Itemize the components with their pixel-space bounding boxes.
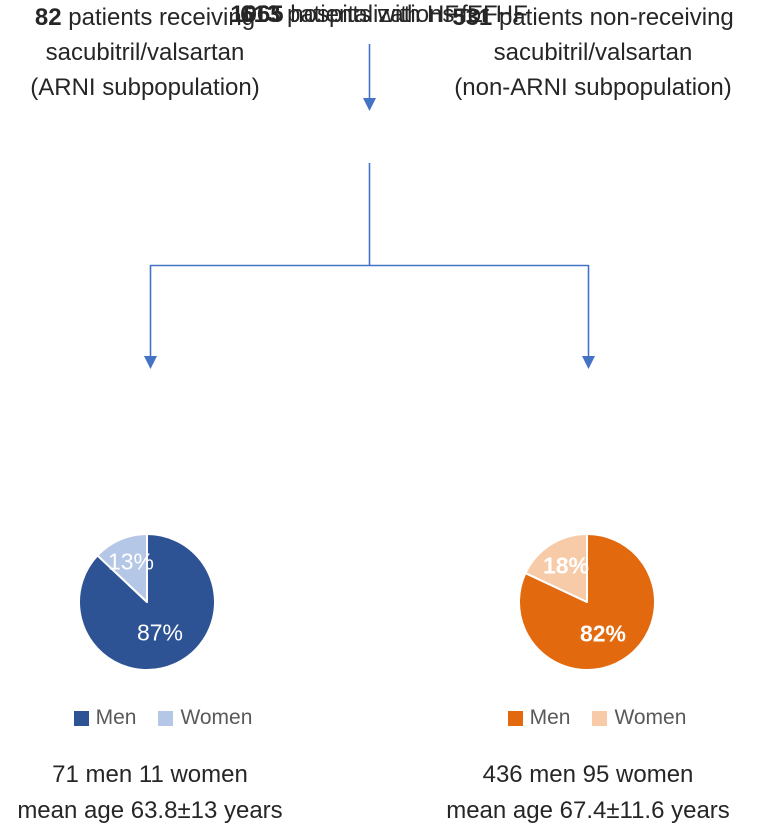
men-blue-swatch [73, 710, 89, 726]
arni-stats-counts: 71 men 11 women [52, 761, 248, 788]
non-arni-slice-label-women: 18% [542, 552, 590, 579]
non-arni-branch-line3: (non-ARNI subpopulation) [454, 74, 732, 101]
non-arni-pie-legend: Men Women [434, 704, 758, 732]
non-arni-legend-label-women: Women [614, 706, 687, 729]
arni-line1-rest: patients receiving [61, 4, 256, 31]
arni-slice-label-women: 13% [107, 548, 155, 575]
non-arni-branch-line1: 531 patients non-receiving [428, 0, 758, 35]
hfref-label: patients with HFrEF [280, 1, 498, 28]
non-arni-legend-label-men: Men [529, 706, 571, 729]
non-arni-legend-item-men: Men [507, 706, 571, 730]
non-arni-legend-item-women: Women [592, 706, 686, 730]
hospitalizations-label: hospitalizations for HF [283, 1, 528, 28]
arni-branch-label: 82 patients receiving sacubitril/valsart… [0, 0, 290, 105]
non-arni-stats-counts: 436 men 95 women [482, 761, 694, 788]
non-arni-count: 531 [452, 4, 493, 31]
non-arni-stats: 436 men 95 women mean age 67.4±11.6 year… [424, 757, 752, 829]
non-arni-stats-age: mean age 67.4±11.6 years [446, 797, 730, 824]
non-arni-pie-chart: 82% 18% [517, 532, 657, 672]
pie-slice-women [96, 533, 148, 603]
arni-branch-line2: sacubitril/valsartan [45, 39, 245, 66]
arni-legend-item-men: Men [73, 706, 137, 730]
arni-stats: 71 men 11 women mean age 63.8±13 years [0, 757, 300, 829]
non-arni-slice-label-men: 82% [579, 620, 627, 647]
arrow-top-head [363, 98, 376, 111]
arni-pie [78, 533, 216, 671]
arni-slice-label-men: 87% [136, 619, 184, 646]
pie-slice-women [524, 533, 588, 603]
hospitalizations-count: 1065 [230, 1, 284, 28]
arni-branch-line3: (ARNI subpopulation) [30, 74, 260, 101]
arni-legend-item-women: Women [158, 706, 252, 730]
women-blue-swatch [158, 710, 174, 726]
arni-legend-label-men: Men [95, 706, 137, 729]
arni-stats-age: mean age 63.8±13 years [17, 797, 283, 824]
hfref-count: 613 [240, 1, 281, 28]
arni-legend-label-women: Women [180, 706, 253, 729]
arrow-right-head [582, 356, 595, 369]
men-orange-swatch [507, 710, 523, 726]
arni-branch-line1: 82 patients receiving [0, 0, 290, 35]
women-orange-swatch [592, 710, 608, 726]
arni-count: 82 [34, 4, 62, 31]
node-hospitalizations: 1065 hospitalizations for HF [0, 0, 758, 30]
arni-pie-chart: 87% 13% [77, 532, 217, 672]
arni-pie-legend: Men Women [0, 704, 326, 732]
non-arni-pie [518, 533, 656, 671]
node-hfref-patients: 613 patients with HFrEF [0, 0, 738, 30]
non-arni-branch-line2: sacubitril/valsartan [493, 39, 693, 66]
non-arni-branch-label: 531 patients non-receiving sacubitril/va… [428, 0, 758, 105]
non-arni-line1-rest: patients non-receiving [492, 4, 734, 31]
arrow-left-head [144, 356, 157, 369]
